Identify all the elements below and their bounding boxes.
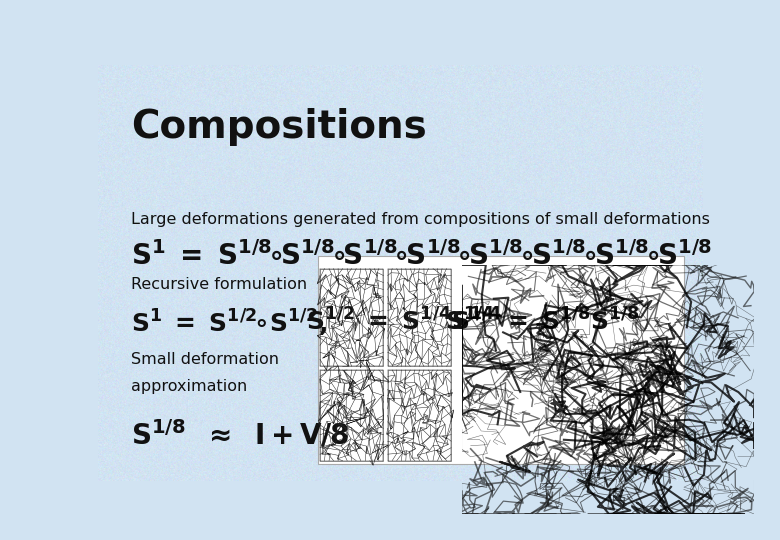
Text: Recursive formulation: Recursive formulation (131, 277, 307, 292)
Bar (388, 370, 451, 461)
Text: $\mathbf{S}^{\mathbf{1}}$ $\mathbf{=}$ $\mathbf{S}^{\mathbf{1/2}}\!\mathbf{\circ: $\mathbf{S}^{\mathbf{1}}$ $\mathbf{=}$ $… (131, 308, 327, 339)
Bar (388, 268, 451, 366)
Bar (320, 370, 384, 461)
Text: $\mathbf{S}^{\mathbf{1/8}}$  $\mathbf{\approx}$  $\mathbf{I + V/8}$: $\mathbf{S}^{\mathbf{1/8}}$ $\mathbf{\ap… (131, 418, 349, 450)
Text: Compositions: Compositions (131, 109, 427, 146)
Bar (320, 268, 384, 366)
Bar (318, 256, 684, 464)
Text: Small deformation: Small deformation (131, 352, 278, 367)
Text: $\mathbf{S}^{\mathbf{1}}$ $\mathbf{=}$ $\mathbf{S}^{\mathbf{1/8}}\!\mathbf{\circ: $\mathbf{S}^{\mathbf{1}}$ $\mathbf{=}$ $… (131, 241, 711, 272)
Text: approximation: approximation (131, 379, 247, 394)
Text: $\mathbf{S}^{\mathbf{1/4}}$ $\mathbf{=}$ $\mathbf{S}^{\mathbf{1/8}}\mathbf{S}^{\: $\mathbf{S}^{\mathbf{1/4}}$ $\mathbf{=}$… (445, 308, 640, 335)
Text: Large deformations generated from compositions of small deformations: Large deformations generated from compos… (131, 212, 710, 227)
Text: $\mathbf{S}^{\mathbf{1/2}}$ $\mathbf{=}$ $\mathbf{S}^{\mathbf{1/4}}\mathbf{S}^{\: $\mathbf{S}^{\mathbf{1/2}}$ $\mathbf{=}$… (306, 308, 502, 335)
